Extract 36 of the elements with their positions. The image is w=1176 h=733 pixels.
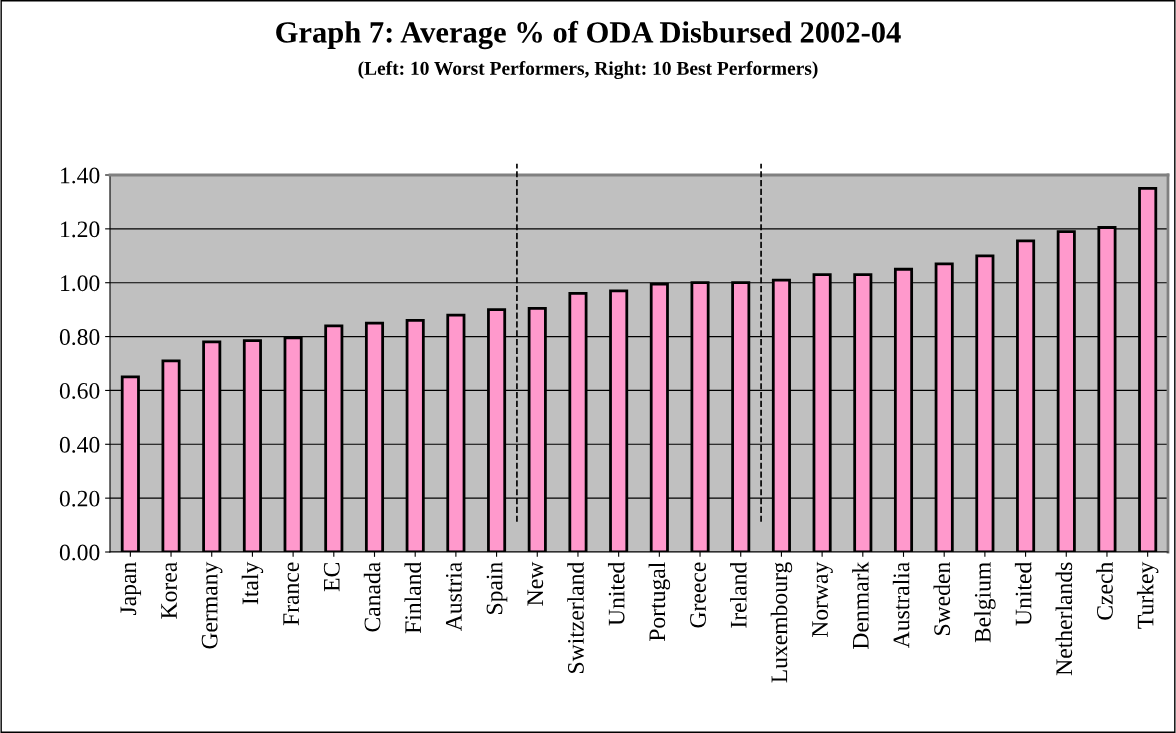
x-tick-label: Turkey xyxy=(1136,561,1159,629)
x-tick-label: France xyxy=(283,562,300,626)
x-tick-label: Belgium xyxy=(974,562,996,643)
x-tick-label: Norway xyxy=(812,561,833,638)
x-tick-label: Portugal xyxy=(648,562,671,642)
x-tick-label: Ireland xyxy=(730,562,747,628)
x-tick-label: Italy xyxy=(241,561,264,605)
x-tick-label: Korea xyxy=(161,562,177,619)
x-tick-label: Czech xyxy=(1096,562,1113,620)
y-tick-label: 0.60 xyxy=(59,382,100,399)
y-tick-label: 1.00 xyxy=(61,275,100,292)
x-tick-label: United xyxy=(1014,562,1032,626)
y-tick-label: 1.20 xyxy=(61,221,100,238)
x-tick-label: Denmark xyxy=(852,561,869,649)
x-tick-label: Switzerland xyxy=(567,562,584,673)
x-tick-label: EC xyxy=(323,563,340,592)
x-tick-label: Austria xyxy=(445,562,462,631)
x-tick-label: Sweden xyxy=(933,562,951,635)
x-tick-label: Canada xyxy=(363,562,381,632)
y-tick-label: 1.40 xyxy=(61,167,100,184)
y-tick-label: 0.40 xyxy=(59,436,100,453)
chart-subtitle: (Left: 10 Worst Performers, Right: 10 Best Performers) xyxy=(358,61,818,79)
x-tick-label: Japan xyxy=(120,562,142,615)
x-tick-label: Spain xyxy=(486,562,508,614)
x-tick-label: Germany xyxy=(201,561,223,649)
x-tick-label: New xyxy=(527,561,544,606)
x-tick-label: United xyxy=(607,562,625,626)
x-tick-label: Netherlands xyxy=(1055,562,1073,676)
x-tick-label: Luxembourg xyxy=(770,562,793,683)
y-tick-label: 0.00 xyxy=(59,544,100,561)
y-tick-label: 0.20 xyxy=(59,490,100,507)
x-tick-label: Australia xyxy=(892,562,910,649)
chart-title: Graph 7: Average % of ODA Disbursed 2002-04 xyxy=(276,20,901,50)
x-tick-label: Finland xyxy=(404,562,422,634)
y-tick-label: 0.80 xyxy=(59,329,100,346)
x-tick-label: Greece xyxy=(690,562,706,628)
